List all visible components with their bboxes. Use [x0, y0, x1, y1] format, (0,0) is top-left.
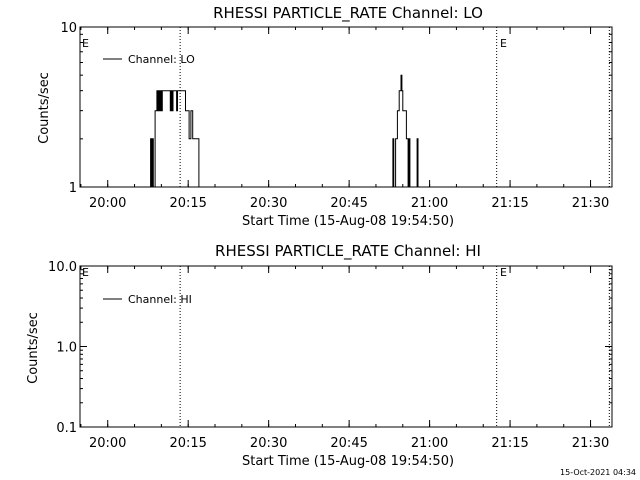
lo-x-tick-label: 21:15	[491, 196, 528, 211]
lo-y-tick-label: 10	[60, 21, 77, 36]
hi-x-tick-label: 21:15	[491, 436, 528, 451]
hi-plot-frame	[79, 265, 613, 428]
hi-x-tick-label: 20:30	[250, 436, 287, 451]
lo-y-tick-label: 1	[69, 181, 77, 196]
hi-chart-title: RHESSI PARTICLE_RATE Channel: HI	[215, 242, 481, 261]
hi-y-axis-label: Counts/sec	[26, 312, 41, 384]
lo-x-tick-label: 20:15	[169, 196, 206, 211]
lo-legend: Channel: LO	[103, 53, 195, 66]
hi-legend-entry: Channel: HI	[128, 293, 192, 306]
lo-x-tick-label: 21:00	[411, 196, 448, 211]
lo-event-marker-end: E	[500, 37, 507, 50]
lo-series-line	[149, 74, 419, 188]
lo-y-axis-label: Counts/sec	[37, 72, 52, 144]
lo-x-tick-label: 20:45	[330, 196, 367, 211]
lo-x-tick-label: 20:00	[89, 196, 126, 211]
lo-chart-title: RHESSI PARTICLE_RATE Channel: LO	[213, 4, 483, 23]
lo-x-axis-label: Start Time (15-Aug-08 19:54:50)	[242, 214, 454, 229]
lo-channel-panel: RHESSI PARTICLE_RATE Channel: LO Counts/…	[37, 4, 613, 229]
hi-legend: Channel: HI	[103, 293, 192, 306]
lo-legend-entry: Channel: LO	[128, 53, 195, 66]
lo-plot-frame	[79, 26, 613, 188]
hi-x-tick-label: 21:00	[411, 436, 448, 451]
hi-y-tick-label: 10.0	[48, 260, 77, 275]
hi-event-marker-end: E	[500, 266, 507, 279]
hi-x-tick-label: 20:45	[330, 436, 367, 451]
lo-x-tick-label: 20:30	[250, 196, 287, 211]
lo-x-tick-label: 21:30	[572, 196, 609, 211]
hi-channel-panel: RHESSI PARTICLE_RATE Channel: HI Counts/…	[26, 242, 613, 469]
lo-event-marker-start: E	[82, 37, 89, 50]
hi-y-tick-label: 1.0	[56, 341, 77, 356]
hi-x-tick-label: 21:30	[572, 436, 609, 451]
hi-x-tick-label: 20:00	[89, 436, 126, 451]
hi-x-axis-label: Start Time (15-Aug-08 19:54:50)	[242, 454, 454, 469]
hi-x-tick-label: 20:15	[169, 436, 206, 451]
generation-timestamp: 15-Oct-2021 04:34	[560, 468, 636, 477]
hi-y-tick-label: 0.1	[56, 421, 77, 436]
hi-event-marker-start: E	[82, 266, 89, 279]
